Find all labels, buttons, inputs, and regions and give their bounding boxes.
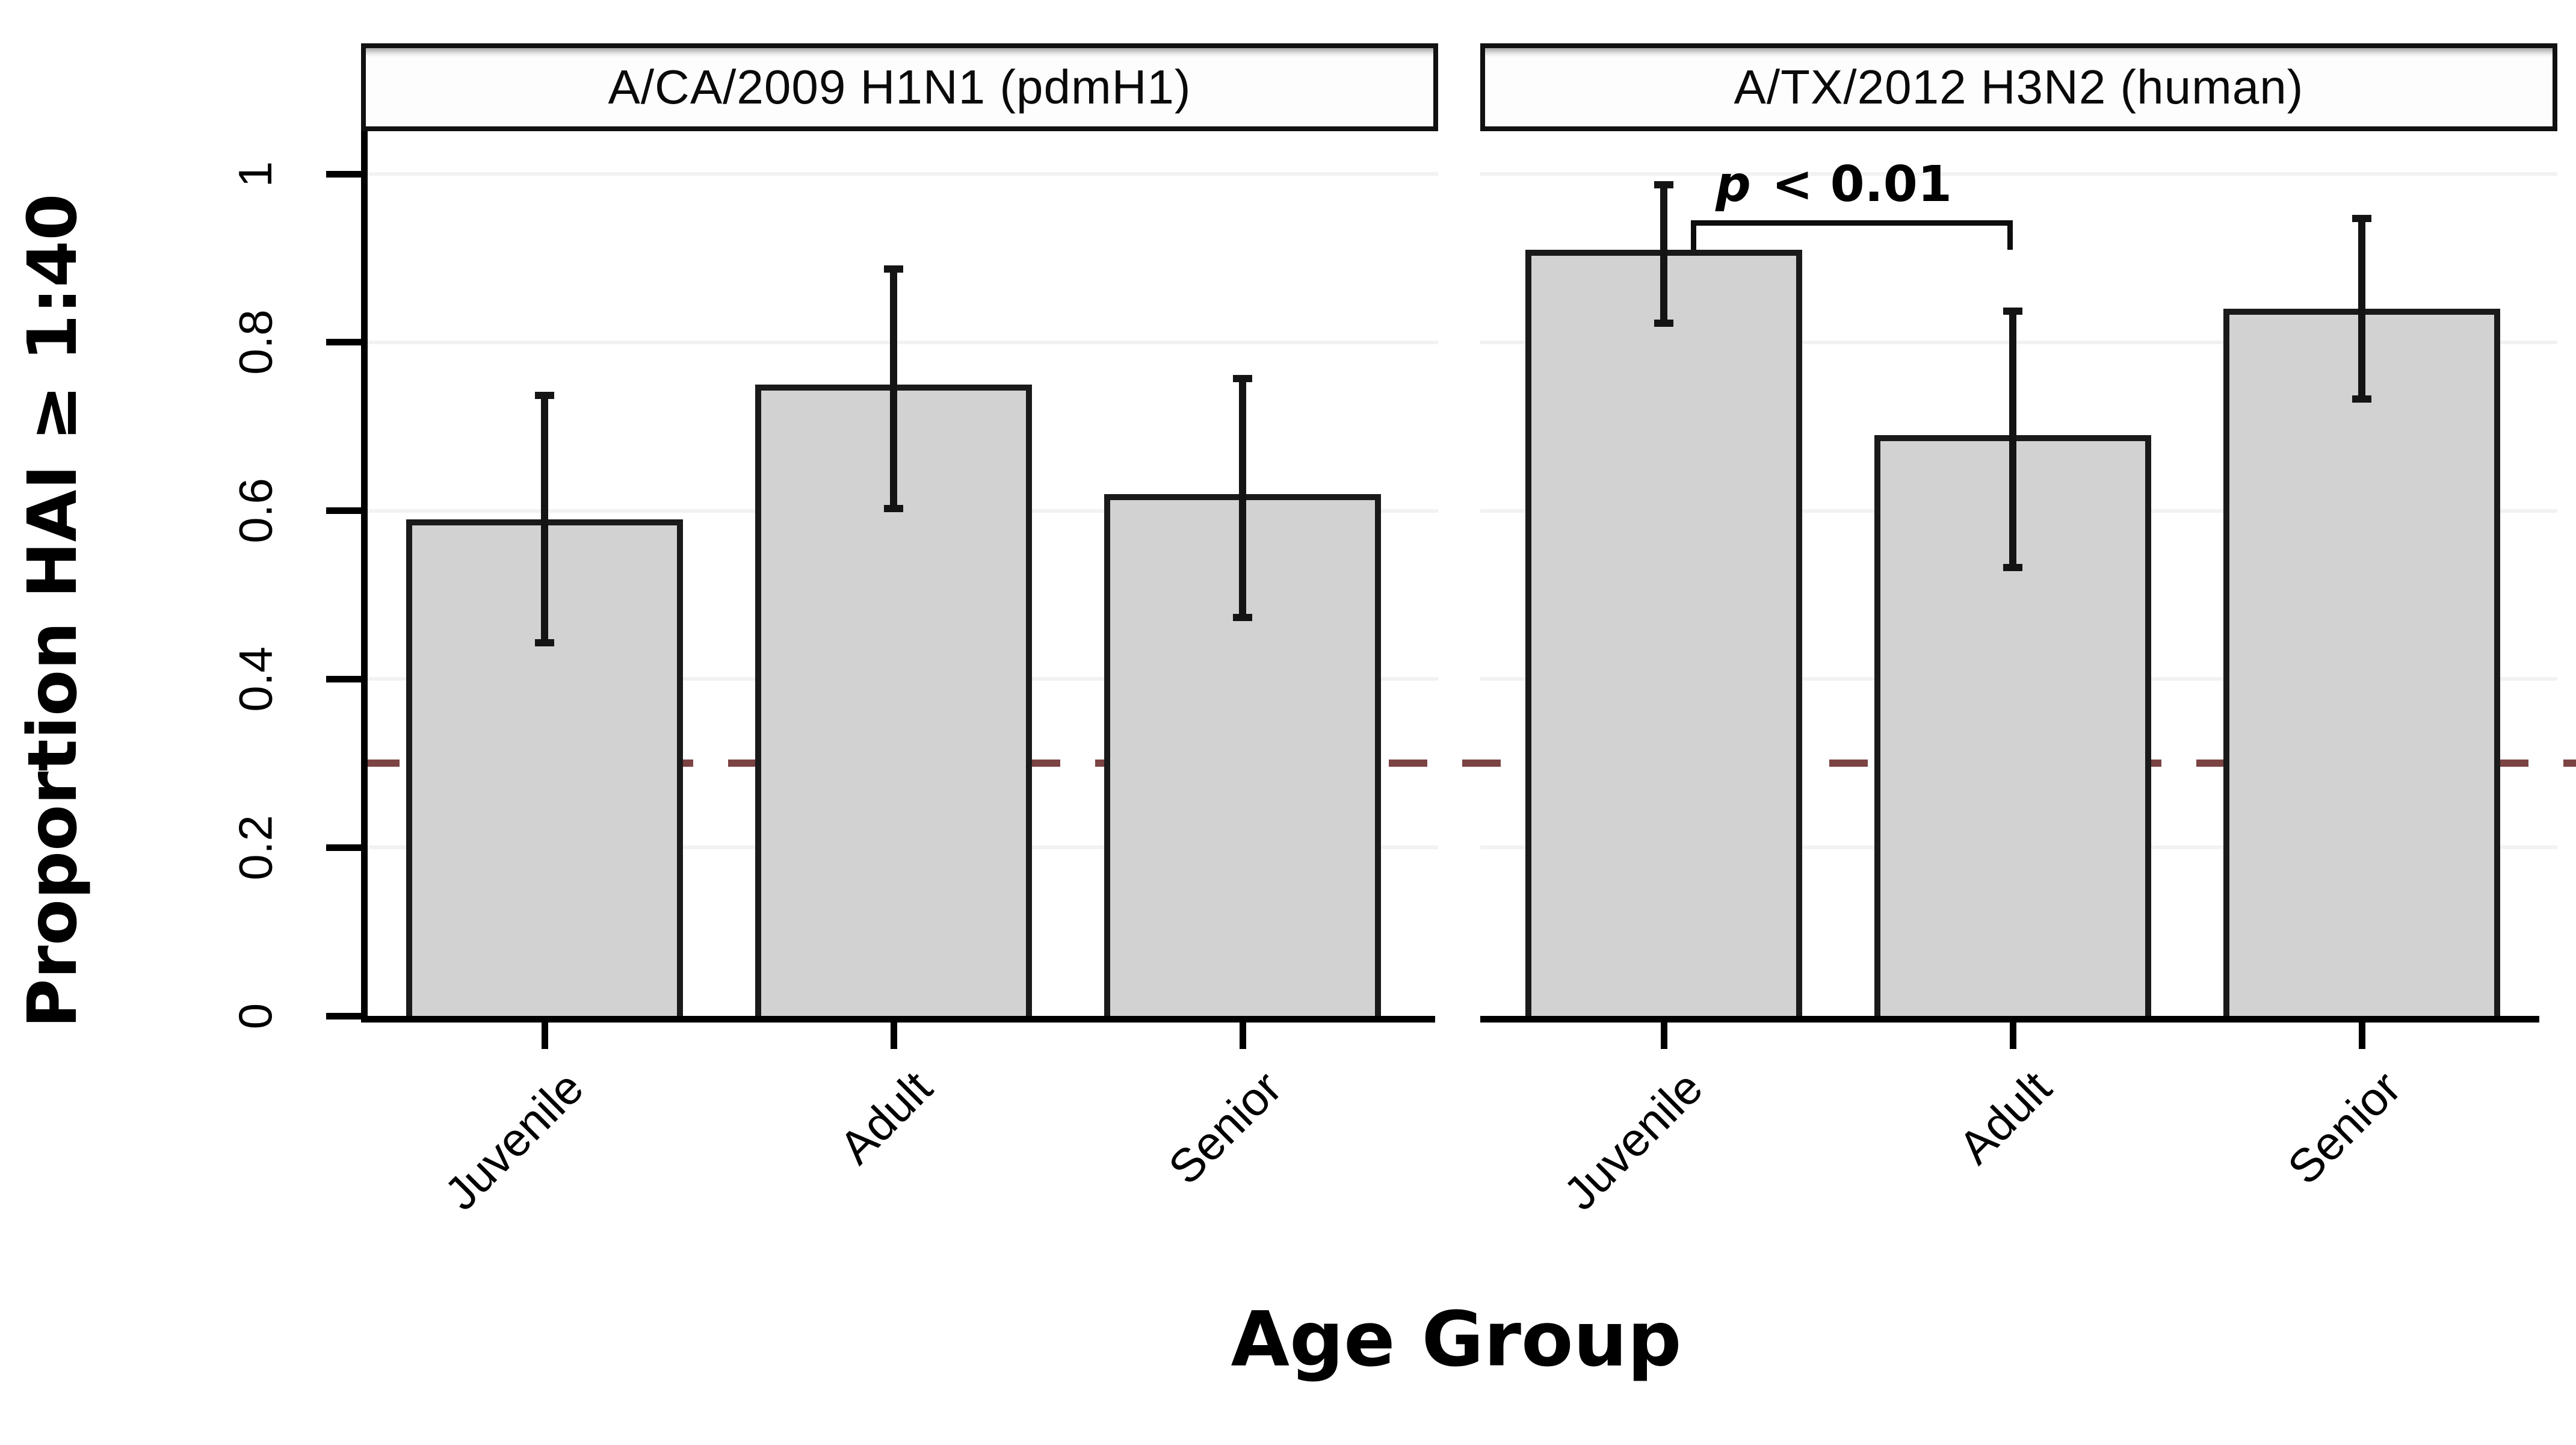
y-axis-tick: [326, 339, 361, 346]
bar-juvenile: [1525, 249, 1802, 1021]
x-axis-tick: [2009, 1016, 2016, 1049]
x-axis-line: [361, 1016, 1435, 1023]
error-cap-top: [1654, 181, 1673, 188]
significance-bracket-right-drop: [2007, 220, 2013, 250]
x-axis-title: Age Group: [1231, 1295, 1682, 1384]
panel-2-header: A/TX/2012 H3N2 (human): [1480, 43, 2557, 131]
x-axis-tick: [1660, 1016, 1667, 1049]
y-tick-label-text: 0: [229, 1003, 282, 1029]
y-tick-label: 0.4: [202, 625, 310, 733]
error-cap-bottom: [2003, 563, 2022, 571]
error-bar: [2009, 308, 2016, 570]
error-cap-bottom: [1233, 614, 1252, 622]
y-axis-tick: [326, 507, 361, 515]
y-tick-label: 0.2: [202, 793, 310, 902]
error-cap-top: [2003, 307, 2022, 315]
x-tick-label-adult: Adult: [829, 1060, 942, 1174]
y-tick-label-text: 0.2: [229, 814, 282, 880]
error-bar: [890, 266, 897, 511]
x-tick-label-senior: Senior: [1158, 1060, 1291, 1195]
y-tick-label: 0: [202, 962, 310, 1070]
y-axis-tick: [326, 170, 361, 178]
panel-2-title: A/TX/2012 H3N2 (human): [1734, 60, 2304, 114]
x-tick-label-senior: Senior: [2277, 1060, 2411, 1195]
y-tick-label-text: 0.4: [229, 646, 282, 712]
y-axis-title: Proportion HAI ≥ 1:40: [14, 193, 92, 1029]
significance-bracket-left-drop: [1691, 220, 1696, 250]
error-cap-top: [2352, 214, 2371, 222]
x-axis-tick: [541, 1016, 548, 1049]
error-cap-bottom: [535, 639, 554, 647]
significance-label: p < 0.01: [1716, 155, 1952, 213]
panel-1-title: A/CA/2009 H1N1 (pdmH1): [608, 60, 1191, 114]
significance-bracket: [1691, 220, 2013, 226]
x-axis-tick: [2358, 1016, 2365, 1049]
error-bar: [1239, 376, 1246, 620]
error-cap-bottom: [2352, 395, 2371, 403]
y-tick-label-text: 1: [229, 161, 282, 187]
error-bar: [541, 392, 548, 646]
y-tick-label-text: 0.6: [229, 478, 282, 543]
x-axis-tick: [890, 1016, 897, 1049]
x-tick-label-juvenile: Juvenile: [1553, 1060, 1713, 1221]
error-bar: [1660, 182, 1667, 326]
x-axis-tick: [1239, 1016, 1246, 1049]
error-cap-bottom: [1654, 319, 1673, 327]
error-cap-top: [884, 265, 903, 273]
error-cap-top: [1233, 374, 1252, 382]
y-axis-line: [361, 131, 368, 1023]
x-tick-label-juvenile: Juvenile: [434, 1060, 593, 1221]
y-tick-label: 1: [202, 120, 310, 228]
error-cap-top: [535, 391, 554, 399]
error-cap-bottom: [884, 504, 903, 512]
y-axis-tick: [326, 1012, 361, 1020]
y-tick-label: 0.8: [202, 288, 310, 397]
y-tick-label: 0.6: [202, 457, 310, 565]
panel-1-header: A/CA/2009 H1N1 (pdmH1): [361, 43, 1438, 131]
y-axis-tick: [326, 675, 361, 682]
gridline: [1480, 340, 2557, 344]
gridline: [1480, 172, 2557, 176]
y-axis-tick: [326, 844, 361, 851]
y-tick-label-text: 0.8: [229, 309, 282, 376]
bar-senior: [2223, 308, 2500, 1021]
gridline: [361, 340, 1438, 344]
gridline: [361, 172, 1438, 176]
x-tick-label-adult: Adult: [1948, 1060, 2062, 1174]
error-bar: [2358, 215, 2365, 401]
